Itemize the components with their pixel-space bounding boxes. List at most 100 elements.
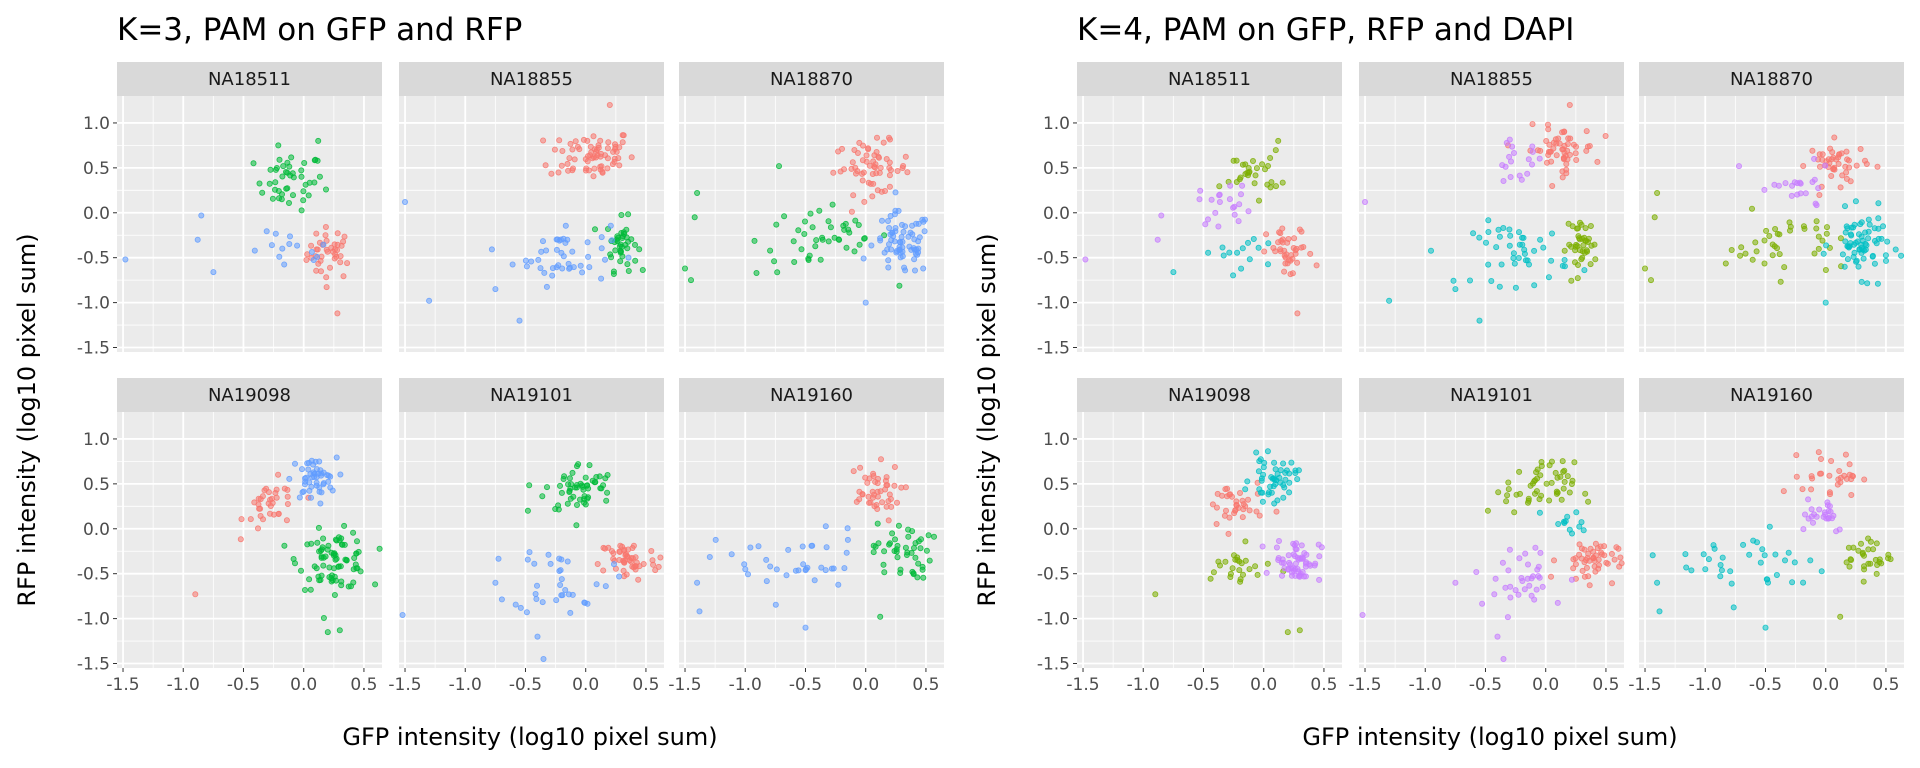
data-point [1362,198,1369,205]
data-point [492,286,499,293]
data-point [324,546,331,553]
data-point [311,563,318,570]
data-point [323,284,330,291]
data-point [772,601,779,608]
data-point [892,207,899,214]
data-point [1506,226,1513,233]
data-point [830,169,837,176]
data-point [584,158,591,165]
x-axis-title-right: GFP intensity (log10 pixel sum) [1302,723,1677,751]
y-tick-label: 1.0 [1043,114,1070,134]
data-point [598,245,605,252]
data-point [1518,176,1525,183]
data-point [1816,151,1823,158]
y-tick-label: 0.0 [83,204,110,224]
data-point [1505,486,1512,493]
data-point [345,583,352,590]
data-point [912,540,919,547]
data-point [1865,228,1872,235]
data-point [1582,490,1589,497]
data-point [604,471,611,478]
data-point [1793,473,1800,480]
panel-background [117,96,382,352]
data-point [1552,136,1559,143]
data-point [798,246,805,253]
data-point [1688,567,1695,574]
data-point [899,253,906,260]
data-point [1548,257,1555,264]
data-point [320,480,327,487]
data-point [1800,579,1807,586]
data-point [604,489,611,496]
data-point [539,493,546,500]
data-point [1774,230,1781,237]
data-point [1515,254,1522,261]
data-point [1294,476,1301,483]
data-point [706,554,713,561]
data-point [1569,223,1576,230]
data-point [1266,489,1273,496]
data-point [602,583,609,590]
data-point [1259,543,1266,550]
data-point [306,179,313,186]
data-point [534,633,541,640]
data-point [621,573,628,580]
data-point [238,516,245,523]
data-point [584,137,591,144]
data-point [915,220,922,227]
data-point [567,140,574,147]
data-point [574,501,581,508]
data-point [1510,255,1517,262]
data-point [886,541,893,548]
data-point [298,207,305,214]
panel-background [399,412,664,668]
facet-strip-label: NA18855 [490,69,573,90]
data-point [1883,257,1890,264]
data-point [1898,252,1905,259]
data-point [1811,250,1818,257]
data-point [1239,245,1246,252]
data-point [903,552,910,559]
data-point [1316,576,1323,583]
data-point [340,273,347,280]
data-point [696,608,703,615]
data-point [920,218,927,225]
data-point [1793,452,1800,459]
data-point [1517,490,1524,497]
data-point [592,479,599,486]
data-point [1281,268,1288,275]
data-point [889,530,896,537]
data-point [1611,556,1618,563]
data-point [1566,489,1573,496]
data-point [1250,157,1257,164]
data-point [1216,191,1223,198]
data-point [1245,239,1252,246]
data-point [315,137,322,144]
data-point [522,257,529,264]
data-point [1208,196,1215,203]
data-point [254,525,261,532]
data-point [537,265,544,272]
data-point [266,180,273,187]
data-point [1740,541,1747,548]
data-point [1265,261,1272,268]
data-point [878,456,885,463]
data-point [1265,240,1272,247]
data-point [1538,458,1545,465]
data-point [341,522,348,529]
data-point [1519,241,1526,248]
data-point [1214,490,1221,497]
data-point [1578,519,1585,526]
data-point [896,282,903,289]
data-point [1817,163,1824,170]
data-point [1244,478,1251,485]
data-point [569,469,576,476]
data-point [874,488,881,495]
data-point [1836,151,1843,158]
data-point [1284,629,1291,636]
data-point [1298,244,1305,251]
data-point [1216,198,1223,205]
facet-panel-NA19160: NA19160 -1.5 -1.0 -0.5 0.0 0.5 [668,378,944,695]
data-point [807,210,814,217]
data-point [773,566,780,573]
